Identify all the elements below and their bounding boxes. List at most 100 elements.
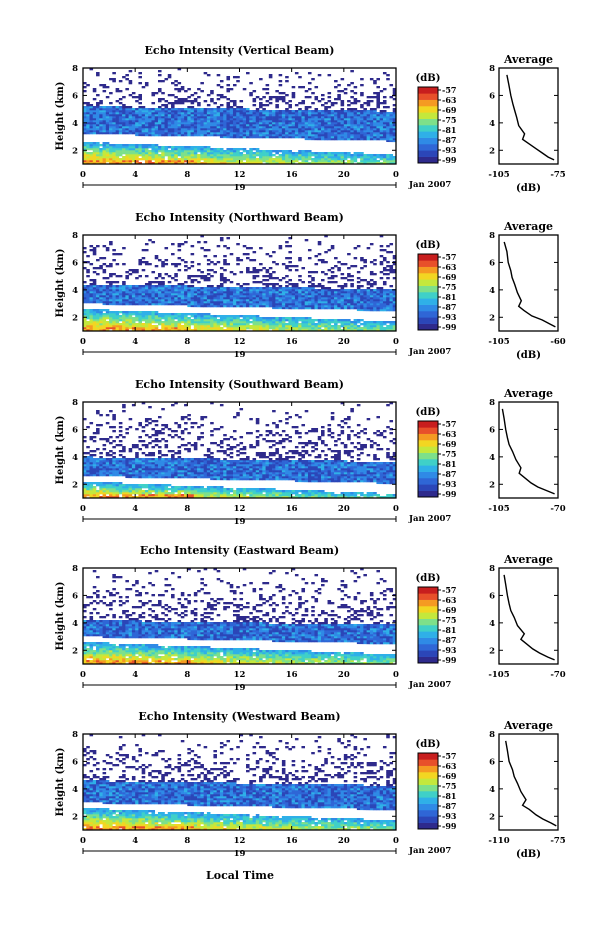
x-tick-label: 0 <box>80 836 86 846</box>
profile-y-tick-label: 6 <box>489 91 495 101</box>
profile-frame <box>498 567 559 665</box>
colorbar-tick-label: -75 <box>442 615 456 625</box>
profile-y-tick-label: 6 <box>489 757 495 767</box>
profile-y-tick-label: 8 <box>489 231 495 241</box>
colorbar-tick-label: -69 <box>442 605 457 615</box>
average-profile: Average 2 4 6 8 -105 -60 (dB) <box>488 220 565 361</box>
x-tick-label: 8 <box>184 836 190 846</box>
y-tick-label: 2 <box>72 480 78 490</box>
y-tick-label: 8 <box>72 564 78 574</box>
colorbar-tick-label: -57 <box>442 751 456 761</box>
colorbar: -57-63-69-75-81-87-93-99 <box>417 751 457 831</box>
y-tick-label: 8 <box>72 398 78 408</box>
profile-y-tick-label: 4 <box>489 785 495 795</box>
colorbar-tick-label: -75 <box>442 282 456 292</box>
colorbar-tick-label: -93 <box>442 645 457 655</box>
profile-x-label: (dB) <box>516 350 541 361</box>
date-label: Jan 2007 <box>408 180 451 190</box>
panel-3: Echo Intensity (Southward Beam) 2 4 6 8 Heigh… <box>55 378 566 527</box>
colorbar-tick-label: -99 <box>442 489 457 499</box>
colorbar-tick-label: -93 <box>442 145 457 155</box>
x-tick-label: 4 <box>132 170 138 180</box>
profile-y-tick-label: 4 <box>489 119 495 129</box>
y-axis-label: Height (km) <box>55 748 66 817</box>
profile-title: Average <box>503 719 553 732</box>
colorbar-unit-label: (dB) <box>416 739 441 750</box>
panel-1: Echo Intensity (Vertical Beam) 2 4 6 8 Height… <box>55 44 566 194</box>
colorbar-tick-label: -57 <box>442 85 456 95</box>
average-profile: Average 2 4 6 8 -110 -75 (dB) <box>488 719 565 860</box>
profile-y-tick-label: 6 <box>489 425 495 435</box>
colorbar-tick-label: -81 <box>442 791 456 801</box>
profile-y-tick-label: 8 <box>489 564 495 574</box>
heatmap-cells <box>83 68 397 165</box>
colorbar-tick-label: -99 <box>442 155 457 165</box>
profile-line <box>501 408 555 495</box>
x-tick-label: 0 <box>393 170 399 180</box>
colorbar-unit-label: (dB) <box>416 240 441 251</box>
x-tick-label: 0 <box>80 337 86 347</box>
colorbar-tick-label: -63 <box>442 595 457 605</box>
heatmap-cells <box>83 402 397 499</box>
profile-x-label: (dB) <box>516 849 541 860</box>
average-profile: Average 2 4 6 8 -105 -75 (dB) <box>488 53 565 194</box>
x-tick-label: 0 <box>393 836 399 846</box>
x-tick-label: 16 <box>286 836 298 846</box>
x-tick-label: 20 <box>338 504 350 514</box>
colorbar-tick-label: -75 <box>442 115 456 125</box>
profile-title: Average <box>503 387 553 400</box>
profile-title: Average <box>503 53 553 66</box>
colorbar-tick-label: -81 <box>442 459 456 469</box>
profile-y-tick-label: 2 <box>489 313 495 323</box>
x-tick-label: 12 <box>234 670 246 680</box>
profile-y-tick-label: 2 <box>489 480 495 490</box>
y-axis-label: Height (km) <box>55 82 66 151</box>
colorbar-tick-label: -87 <box>442 469 456 479</box>
profile-line <box>503 574 555 661</box>
y-axis-label: Height (km) <box>55 582 66 651</box>
profile-y-tick-label: 4 <box>489 453 495 463</box>
y-tick-label: 6 <box>72 757 78 767</box>
y-tick-label: 8 <box>72 64 78 74</box>
colorbar-tick-label: -57 <box>442 252 456 262</box>
heatmap-title: Echo Intensity (Vertical Beam) <box>144 44 334 57</box>
day-label: 19 <box>234 350 246 360</box>
day-label: 19 <box>234 849 246 859</box>
colorbar-tick-label: -93 <box>442 811 457 821</box>
colorbar-tick-label: -99 <box>442 821 457 831</box>
colorbar-tick-label: -87 <box>442 135 456 145</box>
profile-y-tick-label: 2 <box>489 812 495 822</box>
profile-x-tick-label: -75 <box>550 170 565 180</box>
y-tick-label: 4 <box>72 619 78 629</box>
panel-4: Echo Intensity (Eastward Beam) 2 4 6 8 Height… <box>55 544 566 693</box>
y-tick-label: 8 <box>72 231 78 241</box>
colorbar-tick-label: -69 <box>442 105 457 115</box>
colorbar-tick-label: -75 <box>442 449 456 459</box>
x-tick-label: 16 <box>286 670 298 680</box>
x-tick-label: 4 <box>132 836 138 846</box>
date-label: Jan 2007 <box>408 680 451 690</box>
panel-2: Echo Intensity (Northward Beam) 2 4 6 8 Heigh… <box>55 211 566 361</box>
colorbar-tick-label: -63 <box>442 95 457 105</box>
date-label: Jan 2007 <box>408 846 451 856</box>
x-tick-label: 8 <box>184 504 190 514</box>
x-axis-label: Local Time <box>206 869 274 882</box>
x-tick-label: 16 <box>286 170 298 180</box>
x-tick-label: 0 <box>80 170 86 180</box>
profile-x-tick-label: -70 <box>550 670 565 680</box>
y-tick-label: 4 <box>72 286 78 296</box>
y-tick-label: 6 <box>72 425 78 435</box>
profile-y-tick-label: 2 <box>489 146 495 156</box>
heatmap-cells <box>83 235 397 332</box>
colorbar-tick-label: -93 <box>442 479 457 489</box>
heatmap-title: Echo Intensity (Westward Beam) <box>138 710 340 723</box>
x-tick-label: 0 <box>393 670 399 680</box>
x-tick-label: 20 <box>338 337 350 347</box>
colorbar-unit-label: (dB) <box>416 407 441 418</box>
profile-line <box>505 740 557 827</box>
layer-gap-line <box>82 304 397 314</box>
profile-y-tick-label: 8 <box>489 64 495 74</box>
profile-y-tick-label: 6 <box>489 258 495 268</box>
layer-gap-line <box>82 477 397 487</box>
profile-x-tick-label: -110 <box>488 836 509 846</box>
